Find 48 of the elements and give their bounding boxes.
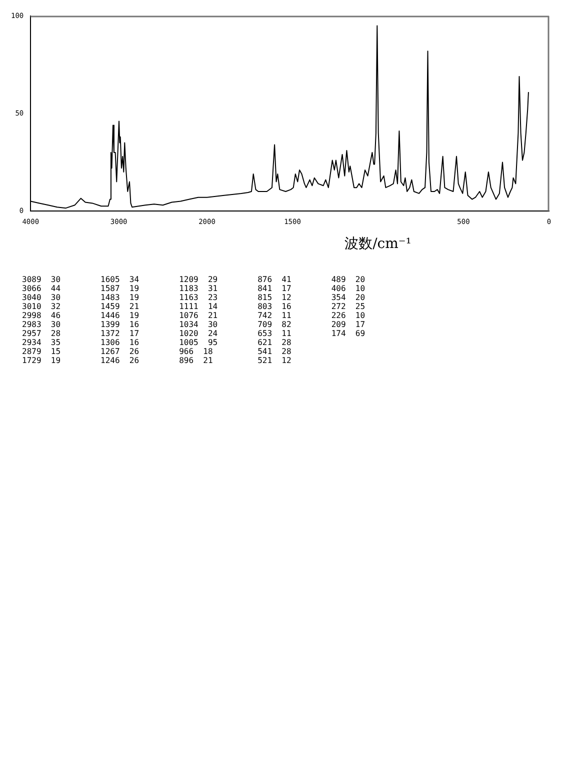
text: 1459 21 xyxy=(100,302,140,311)
text: 1729 19 xyxy=(22,356,61,365)
text: 966 18 xyxy=(179,347,214,356)
text: 742 11 xyxy=(258,311,292,320)
text: 1163 23 xyxy=(179,293,218,302)
text: 1246 26 xyxy=(100,356,140,365)
text: 2983 30 xyxy=(22,320,61,329)
text: 1020 24 xyxy=(179,329,218,338)
text: 621 28 xyxy=(258,338,292,347)
text: 1446 19 xyxy=(100,311,140,320)
text: 1587 19 xyxy=(100,284,140,293)
text: 272 25 xyxy=(331,302,366,311)
text: 226 10 xyxy=(331,311,366,320)
text: 209 17 xyxy=(331,320,366,329)
text: 876 41 xyxy=(258,275,292,284)
text: 1209 29 xyxy=(179,275,218,284)
text: 3040 30 xyxy=(22,293,61,302)
text: 174 69 xyxy=(331,329,366,338)
text: 1076 21 xyxy=(179,311,218,320)
text: 1399 16 xyxy=(100,320,140,329)
text: 1111 14 xyxy=(179,302,218,311)
text: 489 20 xyxy=(331,275,366,284)
text: 1267 26 xyxy=(100,347,140,356)
text: 3089 30 xyxy=(22,275,61,284)
text: 541 28 xyxy=(258,347,292,356)
text: 3066 44 xyxy=(22,284,61,293)
text: 653 11 xyxy=(258,329,292,338)
text: 841 17 xyxy=(258,284,292,293)
text: 709 82 xyxy=(258,320,292,329)
text: 354 20 xyxy=(331,293,366,302)
text: 2934 35 xyxy=(22,338,61,347)
text: 521 12 xyxy=(258,356,292,365)
text: 1483 19 xyxy=(100,293,140,302)
text: 1183 31 xyxy=(179,284,218,293)
text: 3010 32 xyxy=(22,302,61,311)
text: 803 16 xyxy=(258,302,292,311)
text: 896 21 xyxy=(179,356,214,365)
text: 406 10 xyxy=(331,284,366,293)
text: 1605 34 xyxy=(100,275,140,284)
x-axis-title: 波数/cm⁻¹ xyxy=(344,236,412,252)
text: 815 12 xyxy=(258,293,292,302)
text: 1372 17 xyxy=(100,329,140,338)
text: 2879 15 xyxy=(22,347,61,356)
text: 1034 30 xyxy=(179,320,218,329)
text: 1005 95 xyxy=(179,338,218,347)
text: 2998 46 xyxy=(22,311,61,320)
text: 1306 16 xyxy=(100,338,140,347)
text: 2957 28 xyxy=(22,329,61,338)
